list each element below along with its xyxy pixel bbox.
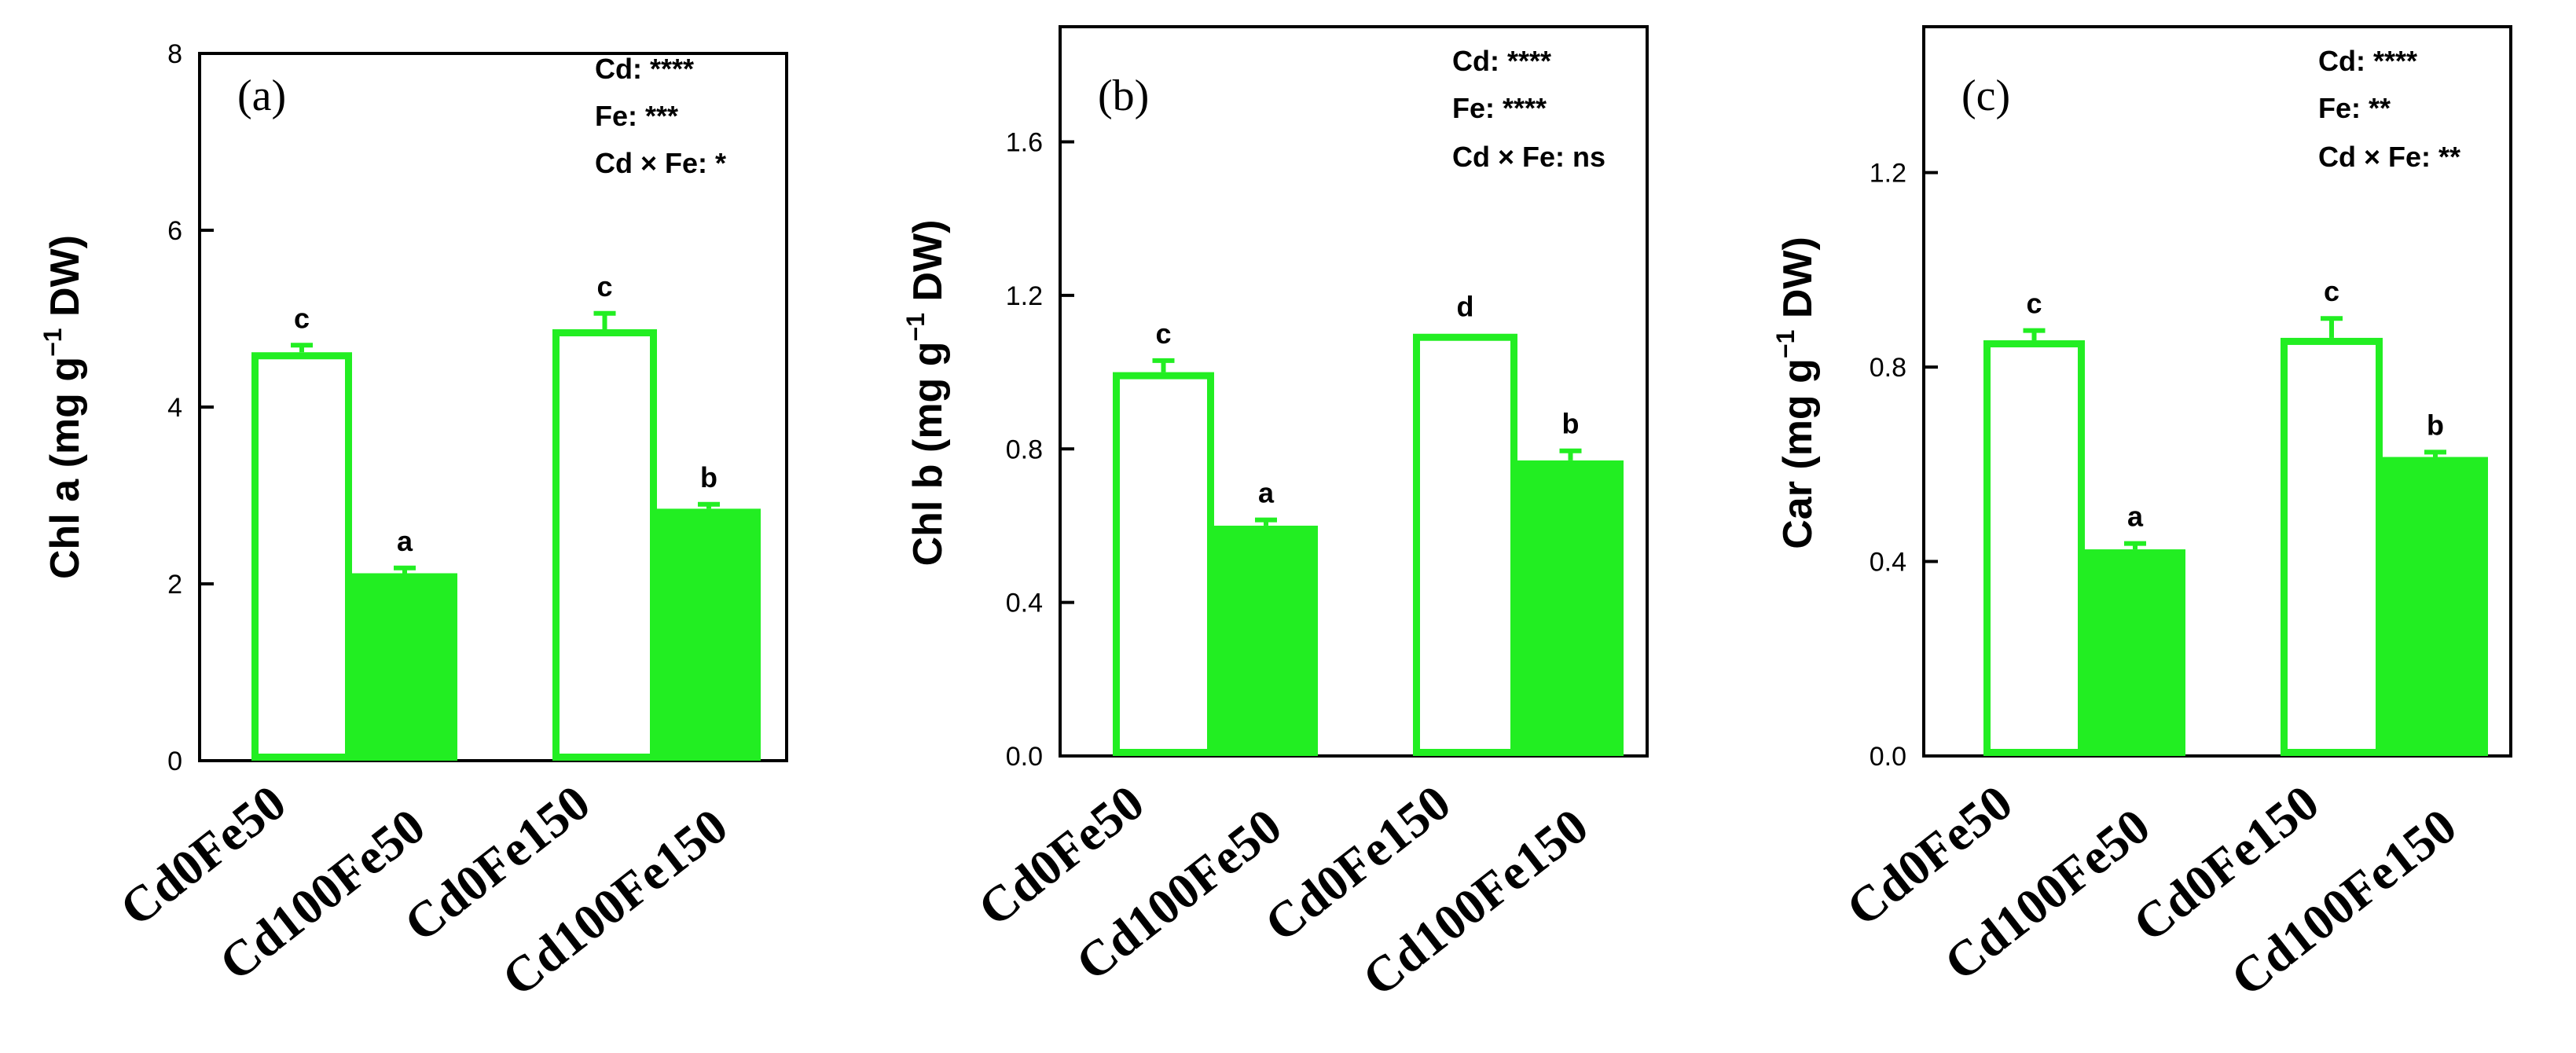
y-tick-label-c-4: 1.2 — [1870, 159, 1906, 189]
bar-b-1 — [1113, 372, 1214, 756]
significance-letter-c-4: b — [2427, 409, 2444, 441]
y-tick-label-a-4: 6 — [167, 216, 182, 246]
bar-a-1 — [251, 352, 352, 761]
significance-letter-b-4: b — [1562, 408, 1580, 440]
stat-line-b-2: Fe: **** — [1452, 92, 1547, 124]
panel-c: (c) Cd: **** Fe: ** Cd × Fe: ** Car (mg … — [1771, 25, 2512, 1007]
stat-line-b-1: Cd: **** — [1452, 45, 1551, 77]
panel-b: (b) Cd: **** Fe: **** Cd × Fe: ns Chl b … — [901, 25, 1649, 1007]
significance-letter-c-2: a — [2127, 501, 2144, 533]
panel-a: (a) Cd: **** Fe: *** Cd × Fe: * Chl a (m… — [39, 39, 788, 1007]
bars-b: c a d b — [1113, 291, 1624, 757]
significance-letter-b-1: c — [1155, 317, 1171, 350]
y-ticks-b: 0.0 0.4 0.8 1.2 1.6 — [1006, 128, 1074, 772]
bars-a: c a c b — [251, 270, 761, 761]
stat-line-a-1: Cd: **** — [595, 53, 694, 85]
bar-b-4 — [1517, 460, 1624, 756]
y-axis-title-c: Car (mg g−1 DW) — [1771, 237, 1821, 549]
y-tick-label-c-3: 0.8 — [1870, 353, 1906, 383]
significance-letter-a-3: c — [596, 270, 612, 303]
stat-line-a-2: Fe: *** — [595, 100, 678, 132]
plot-frame-b — [1059, 25, 1649, 758]
bar-c-2 — [2085, 549, 2185, 756]
significance-letter-a-4: b — [700, 461, 717, 493]
y-tick-label-a-5: 8 — [167, 39, 182, 69]
stat-line-c-1: Cd: **** — [2318, 45, 2417, 77]
bar-b-2 — [1214, 525, 1318, 757]
significance-letter-b-3: d — [1457, 291, 1474, 323]
panel-label-c: (c) — [1961, 72, 2010, 120]
y-ticks-a: 0 2 4 6 8 — [167, 39, 214, 776]
bar-a-2 — [352, 573, 457, 761]
y-tick-label-c-1: 0.0 — [1870, 742, 1906, 772]
significance-letter-c-1: c — [2026, 288, 2042, 320]
y-tick-label-a-1: 0 — [167, 747, 182, 776]
bars-c: c a c b — [1983, 275, 2488, 757]
bar-b-3 — [1413, 333, 1517, 757]
y-axis-title-b: Chl b (mg g−1 DW) — [901, 220, 951, 567]
panel-label-b: (b) — [1098, 72, 1149, 120]
y-ticks-c: 0.0 0.4 0.8 1.2 — [1870, 159, 1938, 772]
bar-c-3 — [2281, 337, 2383, 756]
y-tick-label-b-5: 1.6 — [1006, 128, 1043, 158]
stat-line-c-2: Fe: ** — [2318, 92, 2391, 124]
y-tick-label-b-2: 0.4 — [1006, 589, 1043, 618]
bar-a-4 — [657, 508, 761, 761]
y-tick-label-c-2: 0.4 — [1870, 548, 1906, 578]
significance-letter-a-1: c — [294, 302, 310, 334]
y-tick-label-b-1: 0.0 — [1006, 742, 1043, 772]
y-tick-label-b-3: 0.8 — [1006, 435, 1043, 464]
bar-c-1 — [1983, 340, 2085, 757]
panel-label-a: (a) — [237, 72, 286, 120]
significance-letter-c-3: c — [2324, 275, 2339, 307]
y-tick-label-b-4: 1.2 — [1006, 281, 1043, 311]
y-axis-title-a: Chl a (mg g−1 DW) — [39, 235, 88, 579]
y-tick-label-a-3: 4 — [167, 393, 182, 423]
significance-letter-a-2: a — [397, 525, 413, 557]
y-tick-label-a-2: 2 — [167, 570, 182, 600]
bar-a-3 — [552, 329, 657, 761]
stat-line-b-3: Cd × Fe: ns — [1452, 141, 1605, 173]
bar-c-4 — [2383, 457, 2488, 757]
plot-frame-c — [1922, 25, 2512, 758]
stat-line-c-3: Cd × Fe: ** — [2318, 141, 2460, 173]
stat-line-a-3: Cd × Fe: * — [595, 147, 726, 179]
significance-letter-b-2: a — [1258, 477, 1275, 509]
